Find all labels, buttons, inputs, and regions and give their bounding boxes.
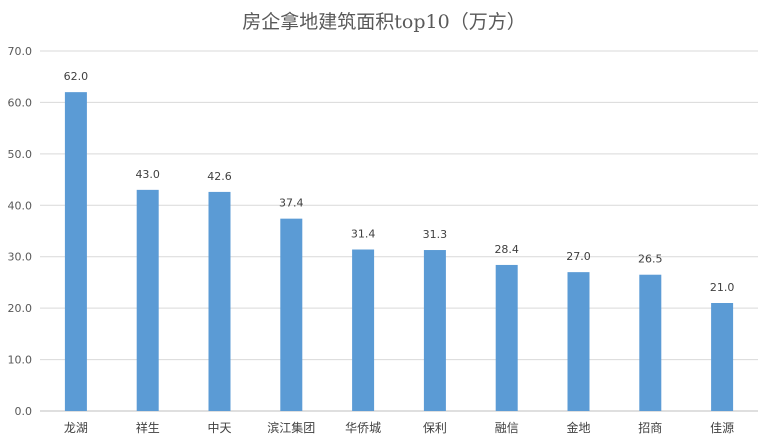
bar	[711, 303, 734, 411]
bar	[639, 274, 662, 411]
bar	[208, 191, 231, 411]
data-label: 37.4	[279, 197, 304, 210]
data-labels: 62.0 43.0 42.6 37.4 31.4 31.3 28.4 27.0 26.5 21.0	[64, 70, 735, 294]
data-label: 26.5	[638, 253, 663, 266]
x-tick-label: 融信	[495, 421, 519, 435]
y-tick-label: 30.0	[8, 251, 33, 264]
data-label: 43.0	[135, 168, 160, 181]
data-label: 42.6	[207, 170, 232, 183]
bar	[423, 250, 446, 411]
y-tick-label: 20.0	[8, 302, 33, 315]
data-label: 28.4	[494, 243, 519, 256]
chart-title: 房企拿地建筑面积top10（万方）	[242, 10, 525, 33]
x-tick-label: 龙湖	[64, 420, 88, 435]
y-tick-label: 70.0	[8, 45, 33, 58]
x-tick-label: 金地	[566, 420, 590, 435]
x-tick-label: 祥生	[136, 421, 160, 435]
data-label: 31.4	[351, 228, 376, 241]
bar	[64, 92, 87, 412]
bars	[64, 92, 734, 412]
x-tick-label: 滨江集团	[267, 420, 315, 435]
y-tick-label: 50.0	[8, 148, 33, 161]
bar	[495, 264, 518, 411]
x-tick-label: 招商	[638, 420, 662, 435]
data-label: 27.0	[566, 250, 591, 263]
x-tick-label: 华侨城	[345, 421, 381, 435]
data-label: 21.0	[710, 281, 735, 294]
bar	[280, 218, 303, 411]
x-axis-labels: 龙湖 祥生 中天 滨江集团 华侨城 保利 融信 金地 招商 佳源	[64, 420, 734, 435]
data-label: 31.3	[423, 228, 448, 241]
gridlines	[40, 50, 758, 412]
y-axis-ticks: 0.0 10.0 20.0 30.0 40.0 50.0 60.0 70.0	[8, 45, 33, 418]
y-tick-label: 0.0	[15, 405, 33, 418]
bar	[567, 272, 590, 411]
x-tick-label: 保利	[423, 421, 447, 435]
y-tick-label: 60.0	[8, 96, 33, 109]
y-tick-label: 10.0	[8, 354, 33, 367]
bar	[136, 189, 159, 411]
bar	[352, 249, 375, 411]
y-tick-label: 40.0	[8, 199, 33, 212]
data-label: 62.0	[64, 70, 89, 83]
x-tick-label: 佳源	[710, 421, 734, 435]
x-tick-label: 中天	[207, 420, 231, 435]
